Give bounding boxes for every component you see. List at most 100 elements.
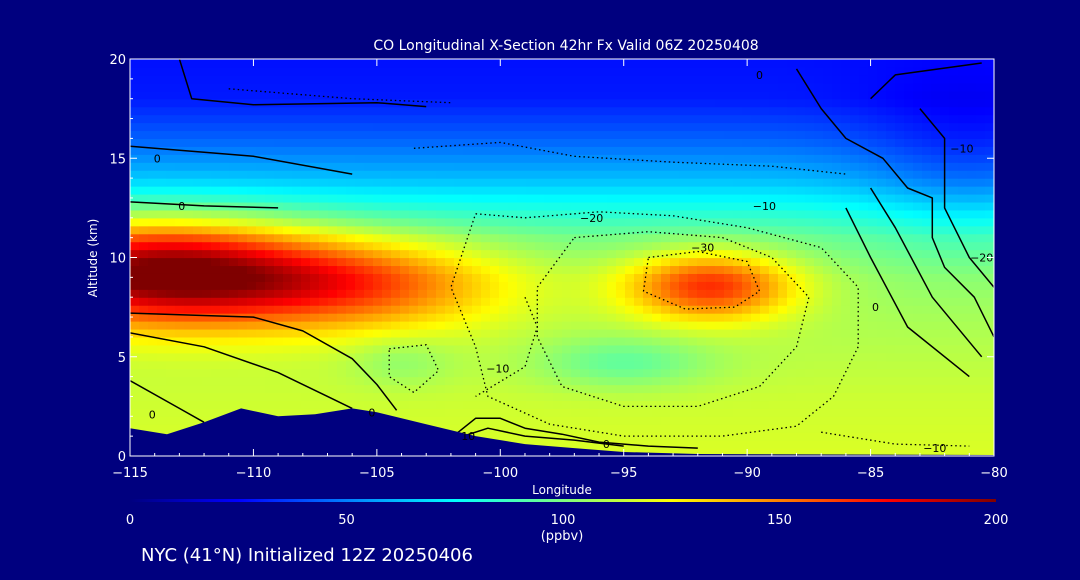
heatmap-cell (229, 265, 239, 274)
heatmap-cell (931, 225, 941, 235)
heatmap-cell (652, 360, 662, 370)
heatmap-cell (544, 162, 554, 171)
heatmap-cell (724, 82, 734, 92)
heatmap-cell (913, 432, 923, 441)
heatmap-cell (463, 376, 473, 386)
heatmap-cell (931, 66, 941, 76)
heatmap-cell (292, 265, 302, 274)
heatmap-cell (139, 162, 149, 171)
heatmap-cell (670, 82, 680, 92)
heatmap-cell (688, 257, 698, 267)
heatmap-cell (553, 249, 563, 259)
heatmap-cell (949, 90, 959, 100)
heatmap-cell (562, 154, 572, 163)
heatmap-cell (202, 186, 212, 195)
heatmap-cell (526, 384, 536, 394)
heatmap-cell (886, 138, 896, 147)
heatmap-cell (499, 376, 509, 386)
heatmap-cell (373, 138, 383, 147)
heatmap-cell (688, 336, 698, 346)
heatmap-cell (418, 98, 428, 108)
heatmap-cell (904, 360, 914, 370)
heatmap-cell (778, 186, 788, 195)
heatmap-cell (931, 106, 941, 116)
heatmap-cell (148, 249, 158, 259)
heatmap-cell (202, 90, 212, 100)
heatmap-cell (796, 305, 806, 314)
heatmap-cell (751, 448, 761, 456)
heatmap-cell (481, 265, 491, 274)
heatmap-cell (706, 289, 716, 298)
heatmap-cell (337, 281, 347, 290)
heatmap-cell (769, 106, 779, 116)
heatmap-cell (229, 130, 239, 139)
heatmap-cell (814, 209, 824, 219)
heatmap-cell (310, 289, 320, 298)
heatmap-cell (319, 281, 329, 290)
heatmap-cell (193, 98, 203, 108)
heatmap-cell (364, 114, 374, 124)
heatmap-cell (274, 130, 284, 139)
heatmap-cell (463, 170, 473, 179)
heatmap-cell (409, 122, 419, 132)
heatmap-cell (742, 400, 752, 409)
heatmap-cell (409, 74, 419, 84)
heatmap-cell (706, 170, 716, 179)
heatmap-cell (238, 360, 248, 370)
heatmap-cell (184, 201, 194, 211)
heatmap-cell (256, 186, 266, 195)
heatmap-cell (562, 344, 572, 354)
heatmap-cell (922, 106, 932, 116)
heatmap-cell (922, 273, 932, 282)
heatmap-cell (877, 368, 887, 378)
heatmap-cell (391, 305, 401, 314)
heatmap-cell (814, 344, 824, 354)
heatmap-cell (742, 313, 752, 322)
heatmap-cell (733, 265, 743, 274)
heatmap-cell (391, 408, 401, 417)
heatmap-cell (544, 122, 554, 132)
heatmap-cell (337, 360, 347, 370)
heatmap-cell (157, 265, 167, 274)
heatmap-cell (193, 313, 203, 322)
heatmap-cell (778, 122, 788, 132)
heatmap-cell (229, 66, 239, 76)
heatmap-cell (805, 122, 815, 132)
colorbar-unit: (ppbv) (541, 529, 584, 544)
heatmap-cell (391, 400, 401, 409)
heatmap-cell (265, 360, 275, 370)
heatmap-cell (697, 344, 707, 354)
heatmap-cell (265, 59, 275, 68)
heatmap-cell (751, 106, 761, 116)
heatmap-cell (724, 186, 734, 195)
heatmap-cell (427, 336, 437, 346)
heatmap-cell (778, 352, 788, 362)
heatmap-cell (832, 162, 842, 171)
heatmap-cell (166, 424, 176, 433)
heatmap-cell (625, 66, 635, 76)
heatmap-cell (256, 193, 266, 203)
heatmap-cell (958, 257, 968, 267)
heatmap-cell (391, 170, 401, 179)
heatmap-cell (895, 432, 905, 441)
heatmap-cell (571, 321, 581, 330)
heatmap-cell (976, 336, 986, 346)
heatmap-cell (526, 305, 536, 314)
heatmap-cell (769, 400, 779, 409)
heatmap-cell (607, 146, 617, 155)
heatmap-cell (976, 209, 986, 219)
heatmap-cell (706, 297, 716, 306)
heatmap-cell (769, 249, 779, 259)
heatmap-cell (805, 233, 815, 243)
heatmap-cell (589, 225, 599, 235)
heatmap-cell (409, 138, 419, 147)
heatmap-cell (499, 297, 509, 306)
heatmap-cell (490, 376, 500, 386)
heatmap-cell (850, 66, 860, 76)
heatmap-cell (886, 336, 896, 346)
heatmap-cell (877, 59, 887, 68)
heatmap-cell (427, 170, 437, 179)
heatmap-cell (481, 130, 491, 139)
heatmap-cell (535, 170, 545, 179)
heatmap-cell (328, 249, 338, 259)
